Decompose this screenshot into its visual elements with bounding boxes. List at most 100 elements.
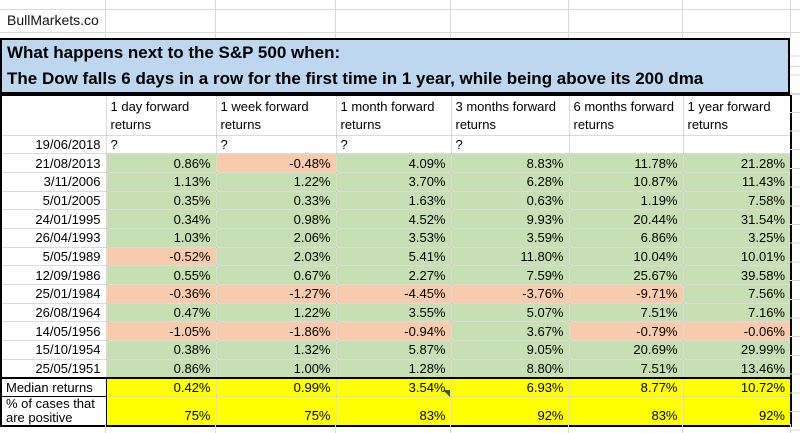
median-value-cell[interactable]: 10.72%: [682, 376, 792, 398]
return-cell[interactable]: 1.63%: [335, 190, 452, 211]
return-cell[interactable]: -1.86%: [215, 321, 337, 342]
date-cell[interactable]: 5/05/1989: [0, 246, 107, 267]
return-cell[interactable]: 31.54%: [682, 209, 792, 229]
return-cell[interactable]: 0.33%: [215, 190, 337, 211]
pct-value-cell[interactable]: 83%: [568, 396, 684, 427]
return-cell[interactable]: 5.87%: [335, 340, 452, 360]
return-cell[interactable]: 3.70%: [335, 171, 452, 192]
return-cell[interactable]: 9.93%: [450, 209, 570, 229]
return-cell[interactable]: 1.13%: [105, 171, 217, 192]
date-cell[interactable]: 24/01/1995: [0, 209, 107, 229]
return-cell[interactable]: 0.86%: [105, 153, 217, 173]
median-value-cell[interactable]: 0.99%: [215, 376, 337, 398]
return-cell[interactable]: [568, 134, 684, 155]
return-cell[interactable]: 7.51%: [568, 358, 684, 379]
date-cell[interactable]: 26/04/1993: [0, 227, 107, 248]
return-cell[interactable]: 21.28%: [682, 153, 792, 173]
median-value-cell[interactable]: 3.54%: [335, 376, 452, 398]
return-cell[interactable]: 1.28%: [335, 358, 452, 379]
column-header[interactable]: 1 week forward returns: [215, 94, 337, 136]
return-cell[interactable]: 1.03%: [105, 227, 217, 248]
pct-label-cell[interactable]: % of cases that are positive: [0, 396, 107, 427]
column-header[interactable]: 1 year forward returns: [682, 94, 792, 136]
return-cell[interactable]: 10.87%: [568, 171, 684, 192]
return-cell[interactable]: 11.43%: [682, 171, 792, 192]
date-cell[interactable]: 14/05/1956: [0, 321, 107, 342]
return-cell[interactable]: -0.48%: [215, 153, 337, 173]
return-cell[interactable]: 1.22%: [215, 171, 337, 192]
return-cell[interactable]: -9.71%: [568, 284, 684, 304]
return-cell[interactable]: -0.06%: [682, 321, 792, 342]
column-header[interactable]: 1 day forward returns: [105, 94, 217, 136]
return-cell[interactable]: 9.05%: [450, 340, 570, 360]
return-cell[interactable]: 7.51%: [568, 302, 684, 323]
median-label-cell[interactable]: Median returns: [0, 376, 107, 398]
date-cell[interactable]: 25/01/1984: [0, 284, 107, 304]
return-cell[interactable]: 0.34%: [105, 209, 217, 229]
date-cell[interactable]: 19/06/2018: [0, 134, 107, 155]
median-value-cell[interactable]: 6.93%: [450, 376, 570, 398]
return-cell[interactable]: 1.00%: [215, 358, 337, 379]
return-cell[interactable]: 8.83%: [450, 153, 570, 173]
return-cell[interactable]: 29.99%: [682, 340, 792, 360]
return-cell[interactable]: -4.45%: [335, 284, 452, 304]
return-cell[interactable]: ?: [450, 134, 570, 155]
return-cell[interactable]: 0.98%: [215, 209, 337, 229]
pct-value-cell[interactable]: 92%: [450, 396, 570, 427]
return-cell[interactable]: 3.53%: [335, 227, 452, 248]
date-cell[interactable]: 21/08/2013: [0, 153, 107, 173]
date-cell[interactable]: 26/08/1964: [0, 302, 107, 323]
date-cell[interactable]: 12/09/1986: [0, 265, 107, 285]
return-cell[interactable]: 11.80%: [450, 246, 570, 267]
return-cell[interactable]: ?: [105, 134, 217, 155]
return-cell[interactable]: 0.47%: [105, 302, 217, 323]
pct-value-cell[interactable]: 92%: [682, 396, 792, 427]
return-cell[interactable]: 1.32%: [215, 340, 337, 360]
return-cell[interactable]: 3.25%: [682, 227, 792, 248]
return-cell[interactable]: ?: [215, 134, 337, 155]
column-header[interactable]: 1 month forward returns: [335, 94, 452, 136]
return-cell[interactable]: 0.38%: [105, 340, 217, 360]
date-column-header[interactable]: [0, 94, 107, 136]
return-cell[interactable]: 2.27%: [335, 265, 452, 285]
return-cell[interactable]: -0.79%: [568, 321, 684, 342]
return-cell[interactable]: 39.58%: [682, 265, 792, 285]
return-cell[interactable]: 5.41%: [335, 246, 452, 267]
return-cell[interactable]: 8.80%: [450, 358, 570, 379]
return-cell[interactable]: -3.76%: [450, 284, 570, 304]
date-cell[interactable]: 5/01/2005: [0, 190, 107, 211]
return-cell[interactable]: 6.86%: [568, 227, 684, 248]
return-cell[interactable]: 13.46%: [682, 358, 792, 379]
median-value-cell[interactable]: 8.77%: [568, 376, 684, 398]
return-cell[interactable]: 4.52%: [335, 209, 452, 229]
return-cell[interactable]: [682, 134, 792, 155]
return-cell[interactable]: 0.86%: [105, 358, 217, 379]
return-cell[interactable]: 3.55%: [335, 302, 452, 323]
return-cell[interactable]: 1.19%: [568, 190, 684, 211]
return-cell[interactable]: 3.59%: [450, 227, 570, 248]
return-cell[interactable]: 7.59%: [450, 265, 570, 285]
return-cell[interactable]: 20.69%: [568, 340, 684, 360]
return-cell[interactable]: -1.27%: [215, 284, 337, 304]
column-header[interactable]: 6 months forward returns: [568, 94, 684, 136]
return-cell[interactable]: 2.06%: [215, 227, 337, 248]
return-cell[interactable]: 7.16%: [682, 302, 792, 323]
pct-value-cell[interactable]: 83%: [335, 396, 452, 427]
return-cell[interactable]: 1.22%: [215, 302, 337, 323]
return-cell[interactable]: 0.35%: [105, 190, 217, 211]
return-cell[interactable]: 0.63%: [450, 190, 570, 211]
return-cell[interactable]: 11.78%: [568, 153, 684, 173]
return-cell[interactable]: 6.28%: [450, 171, 570, 192]
return-cell[interactable]: 5.07%: [450, 302, 570, 323]
return-cell[interactable]: 2.03%: [215, 246, 337, 267]
pct-value-cell[interactable]: 75%: [215, 396, 337, 427]
return-cell[interactable]: -0.52%: [105, 246, 217, 267]
column-header[interactable]: 3 months forward returns: [450, 94, 570, 136]
return-cell[interactable]: 0.67%: [215, 265, 337, 285]
return-cell[interactable]: ?: [335, 134, 452, 155]
return-cell[interactable]: -0.36%: [105, 284, 217, 304]
return-cell[interactable]: 0.55%: [105, 265, 217, 285]
return-cell[interactable]: -1.05%: [105, 321, 217, 342]
date-cell[interactable]: 15/10/1954: [0, 340, 107, 360]
return-cell[interactable]: 10.04%: [568, 246, 684, 267]
